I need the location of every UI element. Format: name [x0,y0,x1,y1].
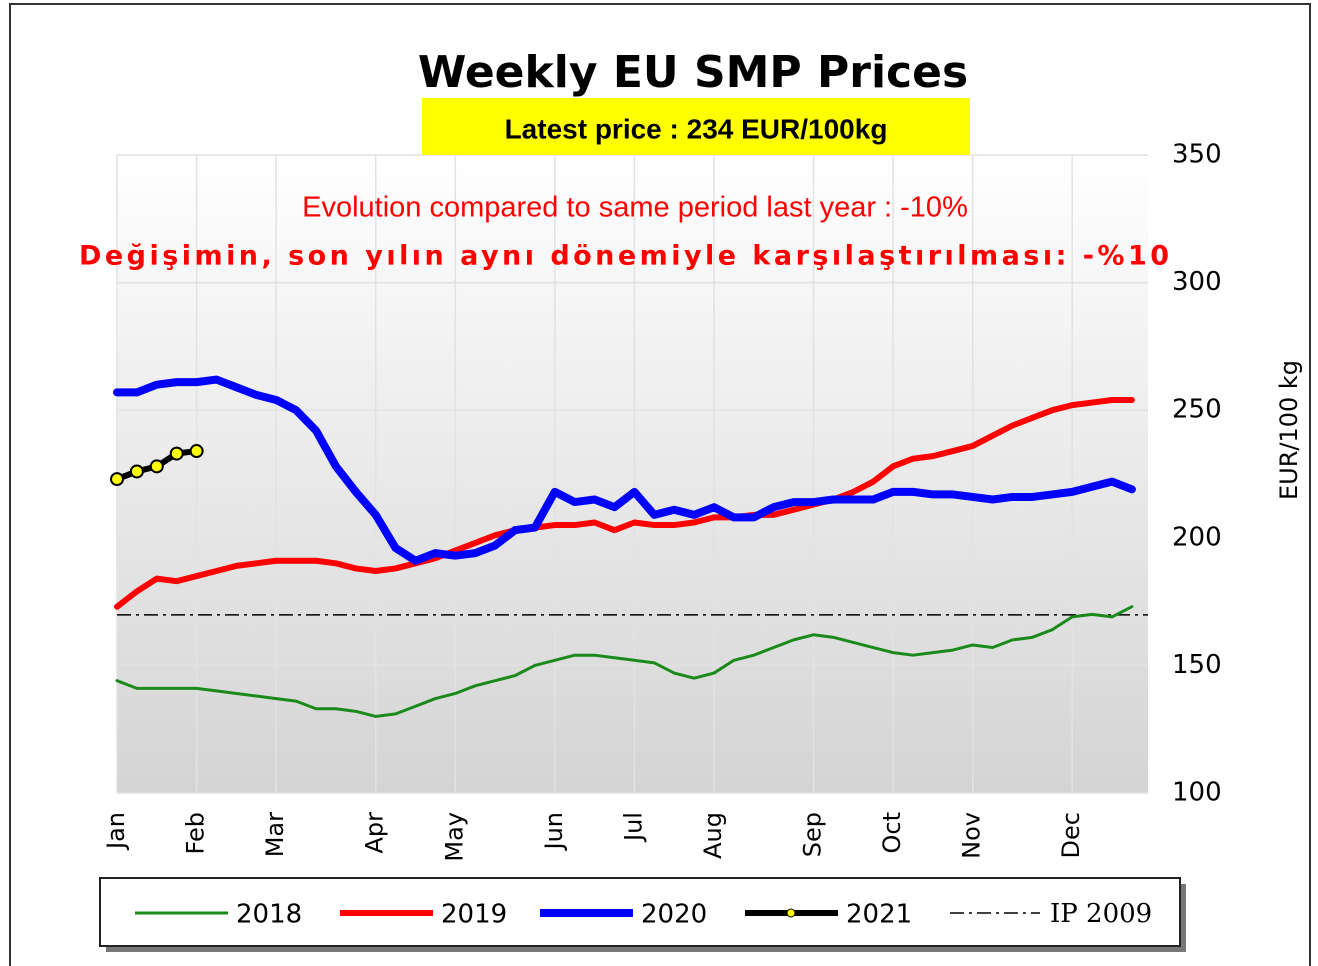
y-tick-label: 150 [1172,650,1222,680]
x-tick-label: Feb [182,812,210,855]
x-tick-label: Jun [540,812,568,852]
plot-area [117,155,1148,793]
chart-title: Weekly EU SMP Prices [418,47,968,98]
subtitle-box [422,98,970,155]
legend-label: 2019 [441,900,507,930]
series-line [113,375,1136,565]
legend-label: 2021 [846,900,912,930]
y-tick-label: 100 [1172,778,1222,808]
data-point [189,444,204,459]
x-tick-label: Dec [1057,812,1085,858]
legend [99,877,1181,947]
annotation: Değişimin, son yılın aynı dönemiyle karş… [79,241,1169,272]
y-tick-label: 300 [1172,267,1222,297]
x-tick-label: Aug [699,812,727,859]
x-tick-label: Nov [958,812,986,859]
data-point [149,459,164,474]
y-tick-label: 350 [1172,140,1222,170]
data-point [129,464,144,479]
subtitle: Latest price : 234 EUR/100kg [505,113,888,144]
legend-marker [786,908,796,918]
data-point [169,446,184,461]
x-tick-label: Apr [361,812,389,854]
x-tick-label: Jul [619,812,647,843]
y-tick-label: 200 [1172,522,1222,552]
x-tick-label: Mar [261,812,289,857]
data-point [110,472,124,487]
x-tick-label: Jan [102,812,130,851]
legend-label: 2018 [236,900,302,930]
series-line [114,396,1135,610]
y-tick-label: 250 [1172,395,1222,425]
legend-label: 2020 [641,900,707,930]
x-tick-label: Sep [799,812,827,857]
x-tick-label: May [440,812,468,862]
annotation: Evolution compared to same period last y… [302,192,968,224]
series-line [115,605,1134,718]
frame [9,3,1311,966]
legend-label: IP 2009 [1050,899,1152,929]
x-tick-label: Oct [878,812,906,854]
y-axis-label: EUR/100 kg [1275,360,1303,500]
